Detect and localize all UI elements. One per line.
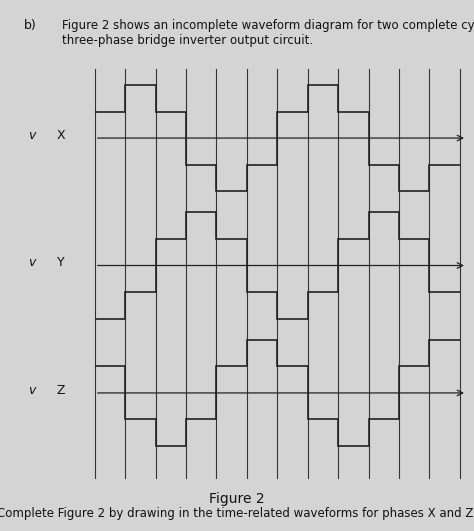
Text: Z: Z (57, 384, 65, 397)
Text: Figure 2: Figure 2 (209, 492, 265, 506)
Text: X: X (57, 129, 65, 142)
Text: v: v (28, 256, 36, 269)
Text: Complete Figure 2 by drawing in the time-related waveforms for phases X and Z.: Complete Figure 2 by drawing in the time… (0, 508, 474, 520)
Text: v: v (28, 129, 36, 142)
Text: v: v (28, 384, 36, 397)
Text: Figure 2 shows an incomplete waveform diagram for two complete cycles of a
three: Figure 2 shows an incomplete waveform di… (62, 19, 474, 47)
Text: b): b) (24, 19, 36, 31)
Text: Y: Y (57, 256, 64, 269)
